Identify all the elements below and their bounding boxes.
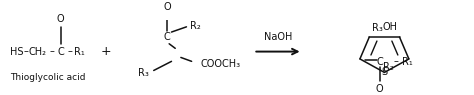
- Text: Thioglycolic acid: Thioglycolic acid: [10, 73, 85, 82]
- Text: R₁: R₁: [402, 57, 413, 66]
- Text: O: O: [57, 14, 64, 24]
- Text: –: –: [50, 47, 55, 57]
- Text: COOCH₃: COOCH₃: [201, 59, 241, 69]
- Text: NaOH: NaOH: [264, 32, 292, 42]
- Text: HS: HS: [10, 47, 24, 57]
- Text: CH₂: CH₂: [28, 47, 46, 57]
- Text: C: C: [57, 47, 64, 57]
- Text: R₂: R₂: [383, 62, 394, 72]
- Text: R₃: R₃: [372, 23, 383, 33]
- Text: –: –: [67, 47, 72, 57]
- Text: R₃: R₃: [138, 68, 149, 78]
- Text: R₂: R₂: [190, 21, 201, 30]
- Text: C: C: [164, 32, 170, 42]
- Text: R₁: R₁: [74, 47, 85, 57]
- Text: O: O: [376, 84, 383, 94]
- Text: –: –: [393, 57, 398, 66]
- Text: O: O: [163, 2, 171, 12]
- Text: S: S: [382, 67, 387, 77]
- Text: C: C: [376, 57, 383, 66]
- Text: –: –: [23, 47, 28, 57]
- Text: +: +: [100, 45, 111, 58]
- Text: OH: OH: [383, 22, 397, 32]
